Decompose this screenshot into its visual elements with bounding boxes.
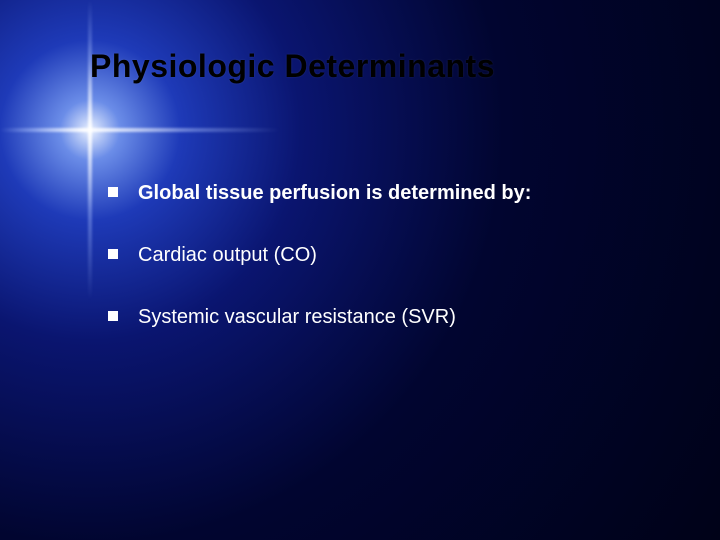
lens-flare-horizontal	[0, 128, 280, 132]
square-bullet-icon	[108, 311, 118, 321]
bullet-text: Systemic vascular resistance (SVR)	[138, 304, 456, 330]
bullet-text: Cardiac output (CO)	[138, 242, 317, 268]
square-bullet-icon	[108, 187, 118, 197]
list-item: Cardiac output (CO)	[108, 242, 660, 268]
list-item: Global tissue perfusion is determined by…	[108, 180, 660, 206]
square-bullet-icon	[108, 249, 118, 259]
slide: Physiologic Determinants Global tissue p…	[0, 0, 720, 540]
bullet-list: Global tissue perfusion is determined by…	[108, 180, 660, 366]
list-item: Systemic vascular resistance (SVR)	[108, 304, 660, 330]
lens-flare-vertical	[88, 0, 92, 300]
bullet-text: Global tissue perfusion is determined by…	[138, 180, 531, 206]
slide-title: Physiologic Determinants	[90, 48, 495, 85]
